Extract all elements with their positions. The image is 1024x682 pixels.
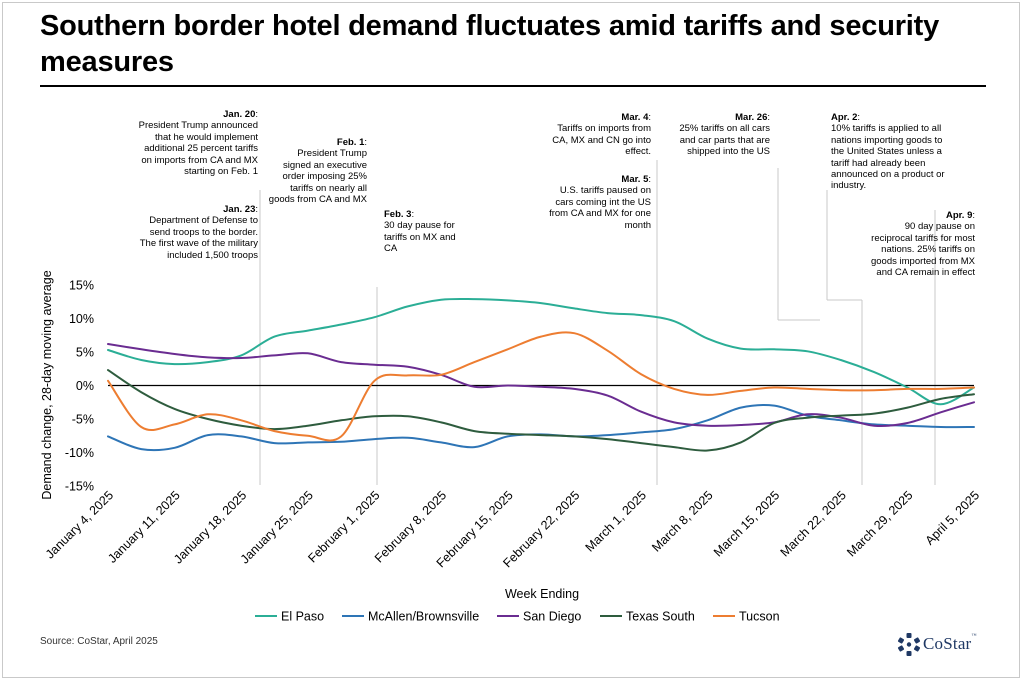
annotation: Mar. 5:U.S. tariffs paused on cars comin… bbox=[541, 174, 651, 231]
costar-star-icon bbox=[897, 633, 921, 656]
annotation-date: Feb. 1 bbox=[336, 137, 365, 148]
annotation-date: Apr. 2 bbox=[831, 112, 858, 123]
costar-logo: CoStar™ bbox=[897, 632, 997, 662]
annotation: Apr. 9:90 day pause on reciprocal tariff… bbox=[870, 210, 975, 278]
y-tick-label: 15% bbox=[69, 279, 94, 293]
annotation: Mar. 26:25% tariffs on all cars and car … bbox=[670, 112, 770, 158]
chart-title: Southern border hotel demand fluctuates … bbox=[40, 10, 940, 78]
annotation-date: Mar. 26 bbox=[735, 112, 768, 123]
y-tick-label: -5% bbox=[72, 413, 94, 427]
x-tick-label: February 1, 2025 bbox=[305, 488, 382, 565]
annotation-text: Apr. 9: 90 day pause on reciprocal tariff… bbox=[870, 210, 975, 278]
title-rule bbox=[40, 85, 986, 87]
annotation-body: Tariffs on imports from CA, MX and CN go… bbox=[552, 123, 651, 158]
annotation-colon: : bbox=[648, 174, 651, 185]
x-tick-label: January 11, 2025 bbox=[105, 488, 183, 566]
y-tick-label: -15% bbox=[65, 480, 94, 494]
source-note: Source: CoStar, April 2025 bbox=[40, 636, 158, 647]
legend-label: San Diego bbox=[523, 610, 581, 624]
annotation-text: Jan. 23: Department of Defense to send tr… bbox=[138, 204, 258, 261]
x-tick-label: January 18, 2025 bbox=[171, 488, 249, 566]
annotation: Jan. 20:President Trump announced that h… bbox=[138, 109, 258, 177]
legend-label: Tucson bbox=[739, 610, 780, 624]
series-line bbox=[107, 331, 975, 442]
x-tick-label: April 5, 2025 bbox=[923, 488, 983, 548]
annotation-date: Apr. 9 bbox=[945, 210, 973, 221]
annotation-date: Jan. 20 bbox=[223, 109, 256, 120]
legend-label: McAllen/Brownsville bbox=[368, 610, 479, 624]
annotation-body: 30 day pause for tariffs on MX and CA bbox=[384, 220, 456, 255]
annotation-text: Feb. 1: President Trump signed an executi… bbox=[267, 137, 367, 205]
y-tick-label: 0% bbox=[76, 379, 94, 393]
y-tick-label: 5% bbox=[76, 346, 94, 360]
annotation-colon: : bbox=[411, 209, 415, 220]
legend-label: El Paso bbox=[281, 610, 324, 624]
annotation: Feb. 3:30 day pause for tariffs on MX an… bbox=[384, 209, 464, 255]
annotation-body: President Trump announced that he would … bbox=[138, 120, 258, 178]
annotation-body: 10% tariffs is applied to all nations im… bbox=[831, 123, 945, 192]
y-axis-title: Demand change, 28-day moving average bbox=[40, 270, 54, 499]
annotation-colon: : bbox=[972, 210, 975, 221]
x-tick-label: March 22, 2025 bbox=[778, 488, 849, 559]
annotation-body: Department of Defense to send troops to … bbox=[139, 215, 258, 261]
annotation-colon: : bbox=[255, 204, 258, 215]
annotation-body: 25% tariffs on all cars and car parts th… bbox=[679, 123, 770, 158]
annotation: Mar. 4:Tariffs on imports from CA, MX an… bbox=[541, 112, 651, 158]
x-axis-title: Week Ending bbox=[505, 587, 579, 601]
logo-wordmark: CoStar bbox=[923, 634, 972, 653]
annotation-text: Mar. 5: U.S. tariffs paused on cars comin… bbox=[541, 174, 651, 231]
annotation-colon: : bbox=[857, 112, 861, 123]
x-tick-label: March 29, 2025 bbox=[844, 488, 915, 559]
logo-text: CoStar™ bbox=[923, 634, 977, 654]
annotation-text: Feb. 3: 30 day pause for tariffs on MX an… bbox=[384, 209, 464, 255]
annotation-date: Mar. 5 bbox=[621, 174, 649, 185]
x-tick-label: January 25, 2025 bbox=[238, 488, 316, 566]
annotation-body: President Trump signed an executive orde… bbox=[268, 148, 367, 206]
series-line bbox=[107, 404, 975, 452]
annotation-colon: : bbox=[364, 137, 367, 148]
annotation-date: Feb. 3 bbox=[384, 209, 412, 220]
annotation-date: Mar. 4 bbox=[621, 112, 649, 123]
annotation-body: 90 day pause on reciprocal tariffs for m… bbox=[870, 221, 975, 279]
annotation-colon: : bbox=[767, 112, 770, 123]
x-tick-label: March 15, 2025 bbox=[711, 488, 782, 559]
annotation: Apr. 2:10% tariffs is applied to all nat… bbox=[831, 112, 946, 192]
y-tick-label: 10% bbox=[69, 312, 94, 326]
legend-label: Texas South bbox=[626, 610, 695, 624]
annotation-text: Apr. 2: 10% tariffs is applied to all nat… bbox=[831, 112, 946, 192]
annotation-text: Jan. 20: President Trump announced that h… bbox=[138, 109, 258, 177]
annotation-body: U.S. tariffs paused on cars coming int t… bbox=[549, 185, 651, 231]
series-line bbox=[107, 297, 975, 406]
y-tick-label: -10% bbox=[65, 446, 94, 460]
annotation-text: Mar. 4: Tariffs on imports from CA, MX an… bbox=[541, 112, 651, 158]
annotation-colon: : bbox=[648, 112, 651, 123]
annotation-colon: : bbox=[255, 109, 258, 120]
series-line bbox=[107, 369, 975, 452]
x-tick-label: February 8, 2025 bbox=[372, 488, 449, 565]
x-tick-label: March 8, 2025 bbox=[649, 488, 715, 554]
logo-tm: ™ bbox=[971, 634, 977, 639]
annotation-text: Mar. 26: 25% tariffs on all cars and car … bbox=[670, 112, 770, 158]
annotation: Jan. 23:Department of Defense to send tr… bbox=[138, 204, 258, 261]
legend: El Paso McAllen/Brownsville San Diego Texas… bbox=[255, 610, 780, 624]
annotation-date: Jan. 23 bbox=[223, 204, 256, 215]
annotation: Feb. 1:President Trump signed an executi… bbox=[267, 137, 367, 205]
x-tick-label: March 1, 2025 bbox=[583, 488, 649, 554]
